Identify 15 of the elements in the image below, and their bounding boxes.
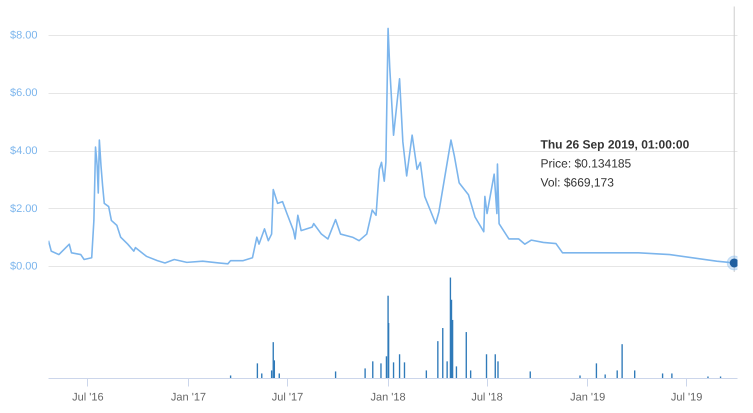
- y-tick-label: $2.00: [10, 202, 38, 215]
- y-tick-label: $8.00: [10, 29, 38, 42]
- x-tick-label: Jul '19: [670, 392, 702, 404]
- annotation: Thu 26 Sep 2019, 01:00:00: [540, 138, 690, 152]
- x-tick-label: Jul '18: [471, 392, 503, 404]
- annotation: Price: $0.134185: [540, 156, 632, 170]
- x-tick-label: Jan '17: [170, 392, 206, 404]
- annotation: Vol: $669,173: [540, 176, 614, 190]
- x-tick-label: Jul '16: [72, 392, 104, 404]
- x-tick-label: Jan '19: [570, 392, 606, 404]
- x-tick-label: Jan '18: [370, 392, 406, 404]
- x-tick-label: Jul '17: [272, 392, 304, 404]
- y-tick-label: $4.00: [10, 145, 38, 158]
- y-tick-label: $0.00: [10, 260, 38, 272]
- y-tick-label: $6.00: [10, 87, 38, 100]
